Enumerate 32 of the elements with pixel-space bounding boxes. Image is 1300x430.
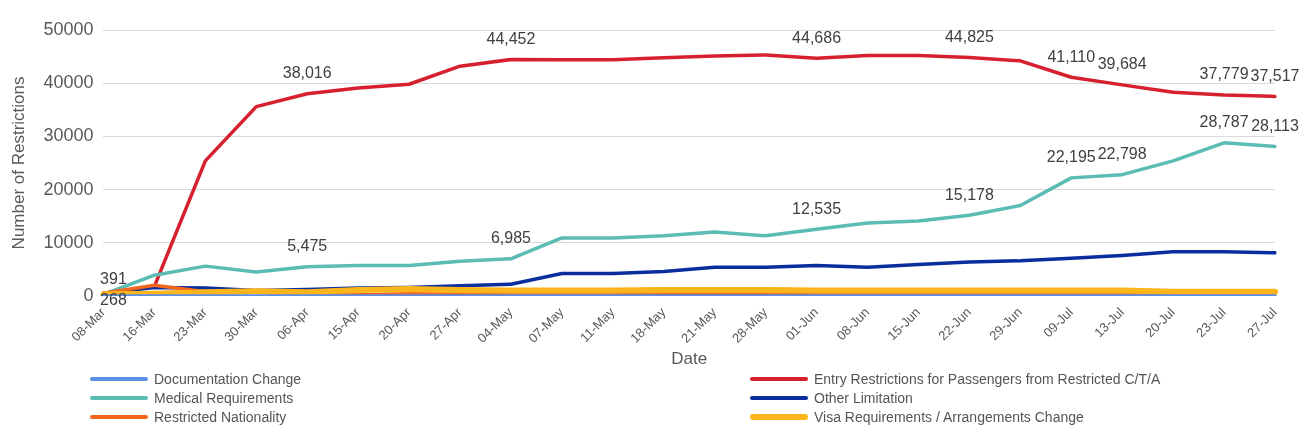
data-label: 15,178 [944,185,994,203]
y-tick-label: 40000 [43,72,94,93]
data-label: 37,779 [1199,65,1249,83]
data-label: 28,113 [1251,116,1299,134]
data-label: 268 [100,290,127,308]
y-tick-label: 30000 [43,125,94,146]
legend-label: Documentation Change [154,371,302,387]
data-label: 12,535 [792,199,842,217]
data-label: 5,475 [287,237,328,255]
data-label: 391 [100,270,127,288]
y-tick-label: 20000 [43,178,94,199]
data-label: 44,452 [486,29,536,47]
data-label: 22,195 [1046,148,1096,166]
data-label: 41,110 [1047,47,1096,65]
y-tick-label: 0 [83,284,94,305]
y-tick-label: 50000 [43,18,94,39]
data-label: 44,825 [944,27,994,45]
data-label: 39,684 [1097,55,1147,73]
data-label: 38,016 [282,64,332,82]
legend-label: Visa Requirements / Arrangements Change [814,409,1084,425]
y-axis-title: Number of Restrictions [8,76,28,250]
data-label: 22,798 [1097,145,1147,163]
legend-label: Medical Requirements [154,390,294,406]
data-label: 37,517 [1250,66,1300,84]
data-label: 28,787 [1199,113,1249,131]
data-label: 6,985 [490,229,532,247]
data-label: 44,686 [792,28,842,46]
legend-label: Entry Restrictions for Passengers from Restricted C/T/A [814,371,1161,387]
legend-label: Other Limitation [814,390,913,406]
legend-label: Restricted Nationality [154,409,287,425]
x-axis-title: Date [671,349,708,369]
y-tick-label: 10000 [43,231,94,252]
